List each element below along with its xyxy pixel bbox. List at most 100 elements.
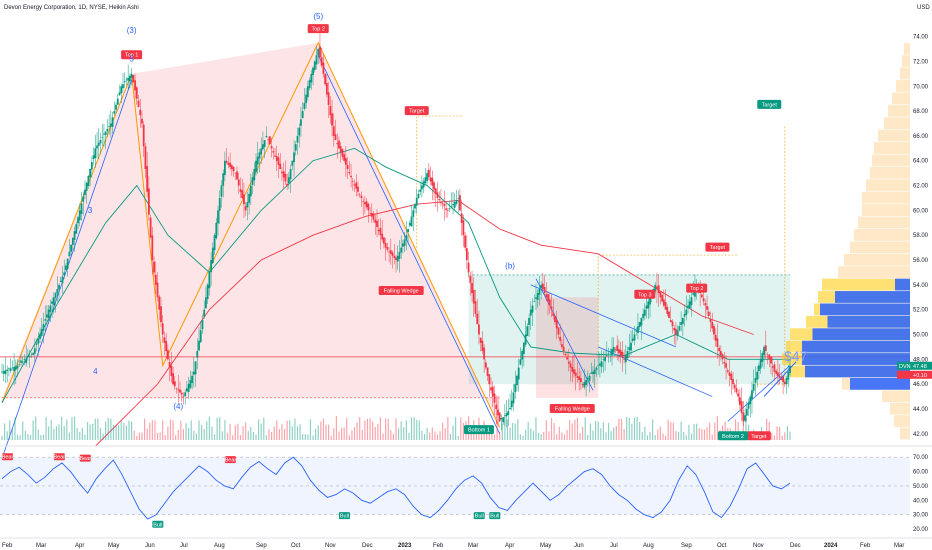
candle-body [754,377,757,383]
volume-bar [146,428,148,440]
candle-body [533,301,536,303]
candle-body [498,412,501,422]
candle-body [471,282,473,294]
candle-body [377,229,380,232]
candle-body [597,365,600,367]
marker-badge [378,286,424,296]
candle-body [614,348,617,350]
candle-body [616,345,619,352]
volume-bar [786,426,789,440]
volume-bar [273,426,275,440]
rsi-signal-label: Bull [475,514,484,520]
volume-bar [597,421,599,440]
candle-body [317,49,320,56]
candle-body [704,303,707,306]
time-tick-label: Jul [610,543,618,549]
candle-body [785,377,788,385]
candle-body [757,365,760,371]
candle-body [325,83,328,95]
candle-body [355,182,358,189]
rsi-tick-label: 20.00 [913,527,929,533]
volume-profile-bar [862,204,910,216]
candle-body [626,351,629,359]
candle-body [548,299,551,306]
volume-bar [63,425,65,440]
volume-bar [429,432,431,440]
volume-profile-bar [862,191,910,204]
candle-body [116,98,119,105]
candle-body [517,367,520,380]
candle-body [151,235,154,261]
marker-badge [757,99,782,109]
candle-body [384,242,387,248]
candle-body [172,373,174,385]
candle-body [293,152,295,163]
candle-body [427,169,430,178]
candle-body [730,373,733,381]
candle-body [688,301,691,309]
candle-body [638,322,641,328]
candle-body [453,202,456,208]
candle-body [232,167,235,172]
candle-body [671,321,674,327]
volume-bar [283,428,286,440]
candle-body [431,177,434,186]
candle-body [725,363,727,368]
candle-body [166,350,169,360]
candle-body [600,361,603,368]
candle-body [426,173,429,181]
price-tick-label: 62.00 [913,184,929,190]
candle-body [344,158,347,165]
candle-body [505,413,508,417]
candle-body [104,131,107,135]
volume-bar [81,427,83,440]
time-tick-label: Oct [717,543,727,549]
volume-bar [229,423,231,440]
volume-bar [579,433,581,440]
volume-bar [206,421,208,440]
candle-body [789,365,791,374]
volume-bar [136,435,138,440]
volume-bar [317,425,319,440]
candle-body [205,297,207,309]
volume-bar [315,428,317,440]
marker-badge [705,242,730,252]
candle-body [281,171,283,174]
candle-body [628,346,631,351]
volume-bar [143,418,146,440]
candle-body [583,382,586,388]
volume-bar [626,417,628,440]
volume-bar [444,428,446,440]
candle-body [196,351,199,358]
candle-body [118,92,121,96]
volume-bar [369,418,371,440]
volume-bar [255,434,257,440]
candle-body [263,140,266,147]
candle-body [514,384,517,393]
volume-bar [462,422,464,440]
marker-label: Top 1 [125,53,138,59]
time-axis[interactable]: Feb Mar Apr May Jun Jul Aug Sep Oct Nov Dec 2023 Feb… [0,537,932,549]
candle-body [358,194,361,196]
volume-bar [667,419,669,440]
candle-body [282,171,285,178]
candle-body [75,224,78,234]
price-tick-label: 70.00 [913,84,929,90]
fib-zone [2,42,500,428]
candle-body [108,126,111,128]
candle-body [756,371,759,380]
candle-body [322,62,325,74]
time-tick-label: Mar [468,543,478,549]
volume-bar [423,434,426,440]
time-tick-label: Oct [291,543,301,549]
price-axis[interactable]: 74.00 72.00 70.00 68.00 66.00 64.00 62.00 60.00… [897,14,932,442]
volume-bar [356,422,358,440]
candle-body [690,297,693,305]
candle-body [735,388,738,393]
candle-body [714,334,717,341]
candle-body [40,328,43,336]
volume-bar [335,416,337,440]
volume-profile-bar [858,216,910,229]
candle-body [61,276,64,284]
